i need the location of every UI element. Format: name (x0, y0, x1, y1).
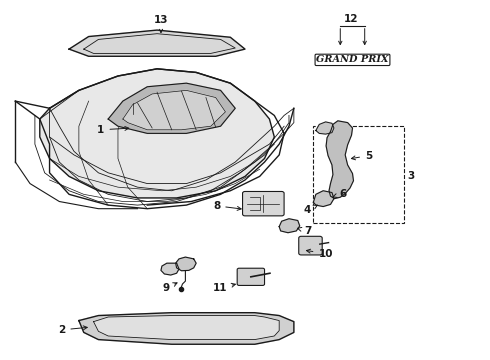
FancyBboxPatch shape (237, 268, 265, 285)
Polygon shape (40, 69, 274, 198)
Text: 6: 6 (333, 189, 346, 199)
FancyBboxPatch shape (299, 236, 322, 255)
Text: 12: 12 (344, 14, 359, 24)
Text: 11: 11 (212, 283, 235, 293)
Polygon shape (175, 257, 196, 271)
Text: 13: 13 (154, 15, 168, 33)
Text: 4: 4 (304, 205, 318, 216)
Polygon shape (316, 122, 334, 134)
Text: 7: 7 (297, 226, 311, 236)
Polygon shape (314, 191, 334, 207)
Polygon shape (326, 121, 353, 199)
Polygon shape (161, 263, 179, 275)
Polygon shape (69, 30, 245, 56)
Polygon shape (94, 316, 279, 339)
Text: 3: 3 (408, 171, 415, 181)
Polygon shape (279, 219, 300, 233)
Text: 2: 2 (58, 325, 87, 335)
Polygon shape (79, 313, 294, 344)
Text: 5: 5 (351, 150, 372, 161)
Text: 9: 9 (162, 283, 177, 293)
Text: 1: 1 (97, 125, 129, 135)
Text: 8: 8 (213, 201, 241, 211)
FancyBboxPatch shape (243, 192, 284, 216)
Text: 10: 10 (306, 248, 333, 258)
Polygon shape (108, 83, 235, 134)
Polygon shape (123, 90, 225, 130)
Text: GRAND PRIX: GRAND PRIX (316, 55, 389, 64)
Bar (314, 126, 404, 223)
